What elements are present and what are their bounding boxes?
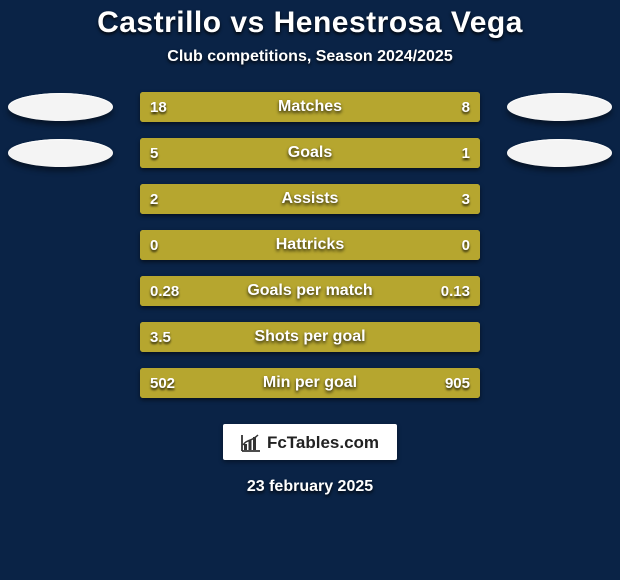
team-badge-left [8,93,113,121]
stat-bar-left [140,138,423,168]
stat-value-right: 8 [462,92,470,122]
stat-bar-right [310,230,480,260]
page-subtitle: Club competitions, Season 2024/2025 [167,48,452,66]
stat-bar: 188Matches [140,92,480,122]
stat-value-right: 905 [445,368,470,398]
stat-value-left: 5 [150,138,158,168]
stat-value-left: 0 [150,230,158,260]
stat-bar: 3.5Shots per goal [140,322,480,352]
stat-row: 188Matches [0,92,620,122]
stat-bar-left [140,184,276,214]
stat-bar-right [423,138,480,168]
date-label: 23 february 2025 [247,478,373,496]
stat-value-right: 3 [462,184,470,214]
stat-value-right: 0 [462,230,470,260]
stat-value-left: 502 [150,368,175,398]
brand-chart-icon [241,434,261,452]
stat-bar: 51Goals [140,138,480,168]
stat-row: 00Hattricks [0,230,620,260]
stat-bar: 0.280.13Goals per match [140,276,480,306]
stat-bar: 23Assists [140,184,480,214]
team-badge-right [507,139,612,167]
stat-value-right: 0.13 [441,276,470,306]
stat-row: 3.5Shots per goal [0,322,620,352]
brand-badge: FcTables.com [223,424,397,460]
stat-value-left: 18 [150,92,167,122]
stat-value-left: 2 [150,184,158,214]
page-title: Castrillo vs Henestrosa Vega [97,6,523,40]
stat-bar-left [140,230,310,260]
stat-row: 51Goals [0,138,620,168]
team-badge-left [8,139,113,167]
stat-bar-left [140,92,375,122]
comparison-card: Castrillo vs Henestrosa Vega Club compet… [0,0,620,580]
stat-row: 23Assists [0,184,620,214]
stat-bar-right [276,184,480,214]
stat-row: 0.280.13Goals per match [0,276,620,306]
stat-value-left: 0.28 [150,276,179,306]
stat-row: 502905Min per goal [0,368,620,398]
stat-bar: 502905Min per goal [140,368,480,398]
brand-text: FcTables.com [267,433,379,453]
stats-rows: 188Matches51Goals23Assists00Hattricks0.2… [0,92,620,398]
stat-bar: 00Hattricks [140,230,480,260]
stat-bar-left [140,322,480,352]
stat-value-left: 3.5 [150,322,171,352]
team-badge-right [507,93,612,121]
stat-value-right: 1 [462,138,470,168]
